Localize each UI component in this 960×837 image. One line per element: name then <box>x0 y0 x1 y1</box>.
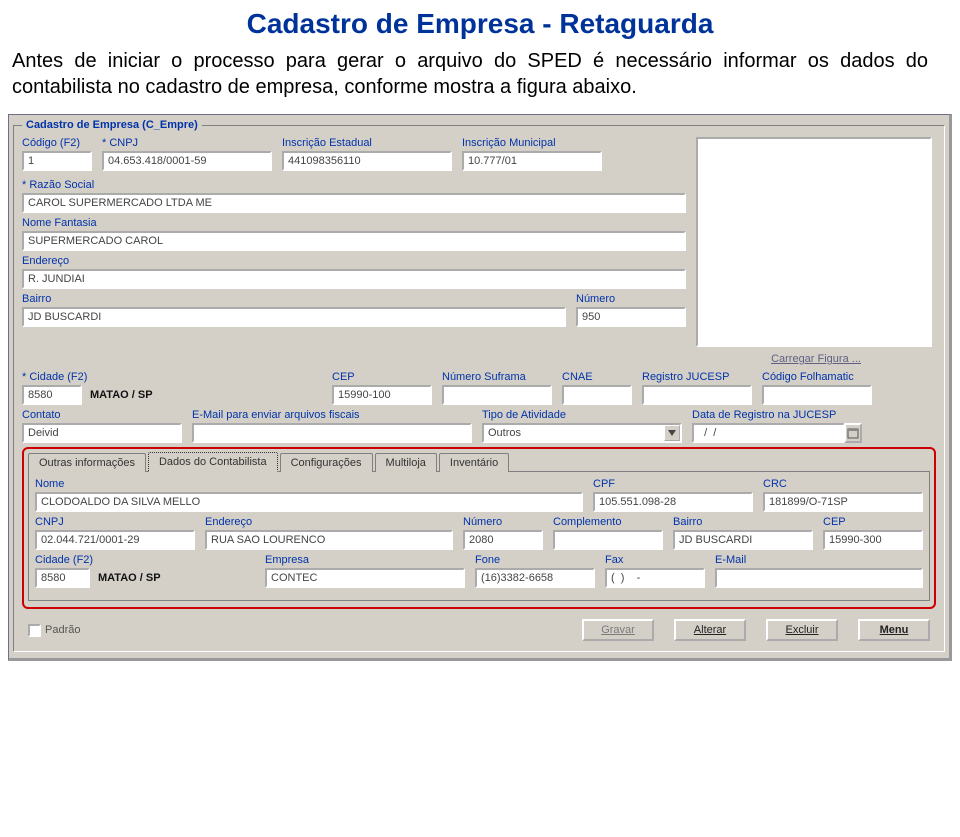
input-numero[interactable] <box>576 307 686 327</box>
form-left-column: Código (F2) * CNPJ Inscrição Estadual In… <box>22 137 686 331</box>
label-fantasia: Nome Fantasia <box>22 217 686 229</box>
label-cont-cpf: CPF <box>593 478 753 490</box>
label-contato: Contato <box>22 409 182 421</box>
checkbox-icon[interactable] <box>28 624 41 637</box>
label-ie: Inscrição Estadual <box>282 137 452 149</box>
tab-multiloja[interactable]: Multiloja <box>375 453 437 472</box>
form-footer: Padrão Gravar Alterar Excluir Menu <box>22 609 936 641</box>
label-razao: * Razão Social <box>22 179 686 191</box>
chevron-down-icon[interactable] <box>664 425 680 441</box>
load-image-link[interactable]: Carregar Figura ... <box>696 351 936 367</box>
label-numero: Número <box>576 293 686 305</box>
label-cont-empresa: Empresa <box>265 554 465 566</box>
label-tipo-ativ: Tipo de Atividade <box>482 409 682 421</box>
menu-button[interactable]: Menu <box>858 619 930 641</box>
input-cont-fax[interactable] <box>605 568 705 588</box>
input-cont-crc[interactable] <box>763 492 923 512</box>
input-cont-compl[interactable] <box>553 530 663 550</box>
alterar-button[interactable]: Alterar <box>674 619 746 641</box>
input-cod-folha[interactable] <box>762 385 872 405</box>
label-email-fiscal: E-Mail para enviar arquivos fiscais <box>192 409 472 421</box>
tab-configuracoes[interactable]: Configurações <box>280 453 373 472</box>
tab-inventario[interactable]: Inventário <box>439 453 509 472</box>
label-cont-cep: CEP <box>823 516 923 528</box>
label-endereco: Endereço <box>22 255 686 267</box>
page-intro-text: Antes de iniciar o processo para gerar o… <box>12 48 928 100</box>
form-window: Cadastro de Empresa (C_Empre) Código (F2… <box>8 114 952 661</box>
input-cont-endereco[interactable] <box>205 530 453 550</box>
label-cont-email: E-Mail <box>715 554 923 566</box>
input-cont-empresa[interactable] <box>265 568 465 588</box>
input-im[interactable] <box>462 151 602 171</box>
form-fieldset: Cadastro de Empresa (C_Empre) Código (F2… <box>13 119 945 652</box>
input-codigo[interactable] <box>22 151 92 171</box>
label-cont-fone: Fone <box>475 554 595 566</box>
page-title: Cadastro de Empresa - Retaguarda <box>0 8 960 40</box>
input-cont-bairro[interactable] <box>673 530 813 550</box>
label-suframa: Número Suframa <box>442 371 552 383</box>
input-bairro[interactable] <box>22 307 566 327</box>
padrao-checkbox-wrap[interactable]: Padrão <box>28 624 80 637</box>
display-cont-cidade-name <box>94 568 255 588</box>
label-cep: CEP <box>332 371 432 383</box>
input-cont-fone[interactable] <box>475 568 595 588</box>
input-razao[interactable] <box>22 193 686 213</box>
input-cnpj[interactable] <box>102 151 272 171</box>
label-cod-folha: Código Folhamatic <box>762 371 872 383</box>
input-cont-cep[interactable] <box>823 530 923 550</box>
contabilista-highlight: Outras informações Dados do Contabilista… <box>22 447 936 609</box>
label-cont-cidade: Cidade (F2) <box>35 554 255 566</box>
label-cont-crc: CRC <box>763 478 923 490</box>
input-email-fiscal[interactable] <box>192 423 472 443</box>
calendar-icon[interactable] <box>844 423 862 443</box>
label-cont-compl: Complemento <box>553 516 663 528</box>
label-cont-cnpj: CNPJ <box>35 516 195 528</box>
input-cont-email[interactable] <box>715 568 923 588</box>
label-cidade: * Cidade (F2) <box>22 371 322 383</box>
excluir-button[interactable]: Excluir <box>766 619 838 641</box>
photo-placeholder <box>696 137 932 347</box>
input-cep[interactable] <box>332 385 432 405</box>
input-cont-numero[interactable] <box>463 530 543 550</box>
tab-dados-contabilista[interactable]: Dados do Contabilista <box>148 452 278 472</box>
input-contato[interactable] <box>22 423 182 443</box>
label-cont-endereco: Endereço <box>205 516 453 528</box>
display-cidade-name <box>86 385 322 405</box>
input-cont-nome[interactable] <box>35 492 583 512</box>
input-suframa[interactable] <box>442 385 552 405</box>
select-tipo-ativ[interactable] <box>482 423 682 443</box>
input-cont-cidade-code[interactable] <box>35 568 90 588</box>
gravar-button[interactable]: Gravar <box>582 619 654 641</box>
input-endereco[interactable] <box>22 269 686 289</box>
input-data-jucesp[interactable] <box>692 423 845 443</box>
input-jucesp[interactable] <box>642 385 752 405</box>
tab-body: Nome CPF CRC CNPJ <box>28 472 930 601</box>
tab-outras-info[interactable]: Outras informações <box>28 453 146 472</box>
input-cont-cnpj[interactable] <box>35 530 195 550</box>
input-cidade-code[interactable] <box>22 385 82 405</box>
tab-strip: Outras informações Dados do Contabilista… <box>28 451 930 472</box>
label-cont-nome: Nome <box>35 478 583 490</box>
form-legend: Cadastro de Empresa (C_Empre) <box>22 119 202 131</box>
input-cont-cpf[interactable] <box>593 492 753 512</box>
input-ie[interactable] <box>282 151 452 171</box>
label-data-jucesp: Data de Registro na JUCESP <box>692 409 862 421</box>
label-cont-bairro: Bairro <box>673 516 813 528</box>
label-cont-numero: Número <box>463 516 543 528</box>
input-fantasia[interactable] <box>22 231 686 251</box>
padrao-label: Padrão <box>45 624 80 636</box>
photo-column: Carregar Figura ... <box>696 137 936 367</box>
label-cont-fax: Fax <box>605 554 705 566</box>
label-im: Inscrição Municipal <box>462 137 602 149</box>
label-jucesp: Registro JUCESP <box>642 371 752 383</box>
label-cnae: CNAE <box>562 371 632 383</box>
label-codigo: Código (F2) <box>22 137 92 149</box>
input-cnae[interactable] <box>562 385 632 405</box>
label-cnpj: * CNPJ <box>102 137 272 149</box>
label-bairro: Bairro <box>22 293 566 305</box>
